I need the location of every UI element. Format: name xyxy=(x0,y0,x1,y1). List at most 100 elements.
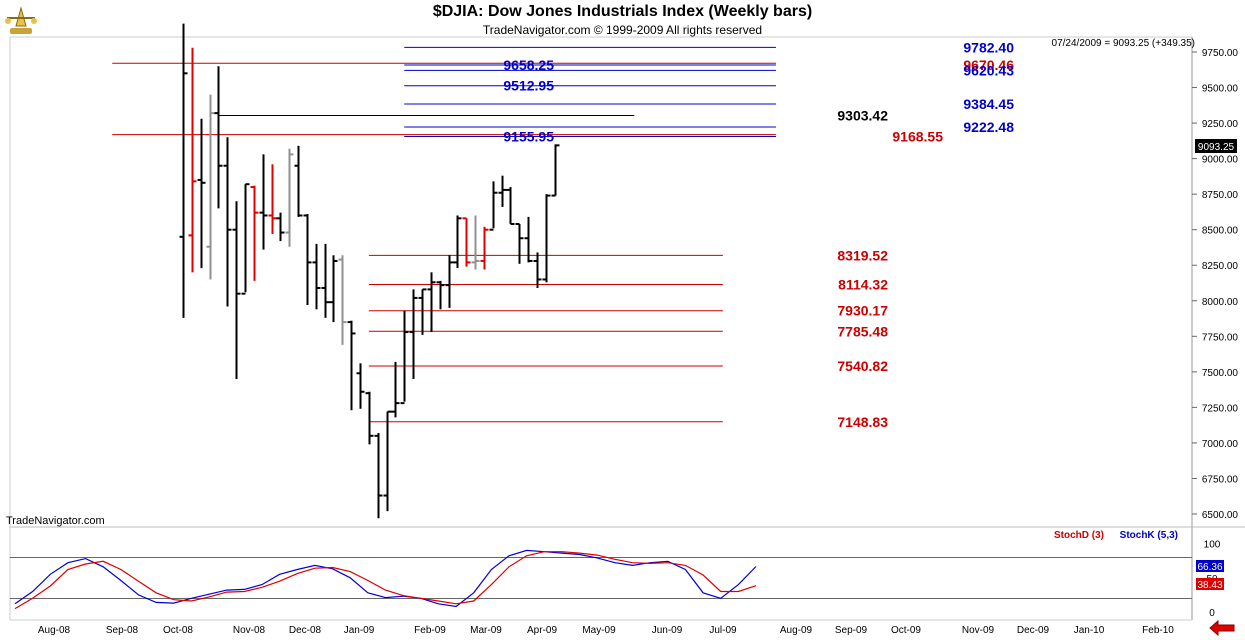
level-label: 8114.32 xyxy=(838,277,888,293)
price-tick-label: 7500.00 xyxy=(1202,368,1239,379)
date-tick-label: Dec-08 xyxy=(289,625,322,636)
date-tick-label: Jan-09 xyxy=(344,625,375,636)
watermark-label: TradeNavigator.com xyxy=(6,515,105,527)
level-label: 9658.25 xyxy=(503,57,554,73)
price-bar xyxy=(524,216,533,263)
date-tick-label: Nov-09 xyxy=(962,625,995,636)
level-label: 9620.43 xyxy=(963,62,1014,78)
level-label: 9222.48 xyxy=(963,119,1014,135)
price-bar xyxy=(515,223,524,264)
stoch-tick-label: 100 xyxy=(1204,540,1221,551)
price-tick-label: 8250.00 xyxy=(1202,261,1239,272)
price-bar xyxy=(400,310,409,405)
price-bar xyxy=(489,181,498,231)
level-label: 7785.48 xyxy=(837,323,888,339)
last-quote-label: 07/24/2009 = 9093.25 (+349.35) xyxy=(1052,38,1195,49)
date-tick-label: Apr-09 xyxy=(527,625,557,636)
price-tick-label: 7750.00 xyxy=(1202,332,1239,343)
date-tick-label: Nov-08 xyxy=(233,625,266,636)
stoch-line xyxy=(14,551,757,610)
date-tick-label: Jul-09 xyxy=(709,625,737,636)
level-label: 7930.17 xyxy=(837,303,888,319)
price-tick-label: 7000.00 xyxy=(1202,439,1239,450)
price-bar xyxy=(321,243,330,318)
level-label: 9670.46 xyxy=(963,57,1014,73)
price-tag-label: 9093.25 xyxy=(1198,142,1235,153)
price-bar xyxy=(383,410,392,512)
price-bar xyxy=(206,94,215,280)
date-tick-label: Sep-08 xyxy=(106,625,139,636)
chart-subtitle: TradeNavigator.com © 1999-2009 All right… xyxy=(482,23,763,37)
date-tick-label: Sep-09 xyxy=(835,625,868,636)
price-tick-label: 9500.00 xyxy=(1202,84,1239,95)
price-tick-label: 9000.00 xyxy=(1202,155,1239,166)
price-tick-label: 8500.00 xyxy=(1202,226,1239,237)
price-bar xyxy=(506,187,515,226)
price-bar xyxy=(551,144,560,197)
price-tick-label: 9250.00 xyxy=(1202,119,1239,130)
price-bar xyxy=(453,215,462,269)
price-bar xyxy=(223,137,232,307)
level-label: 9155.95 xyxy=(503,128,554,144)
price-bar xyxy=(462,217,471,267)
price-bar xyxy=(214,66,223,209)
price-bar xyxy=(232,201,241,379)
price-tick-label: 9750.00 xyxy=(1202,48,1239,59)
date-tick-label: Dec-09 xyxy=(1017,625,1050,636)
price-bar xyxy=(436,280,445,310)
price-bar xyxy=(391,361,400,418)
price-tick-label: 8000.00 xyxy=(1202,297,1239,308)
price-tick-label: 6500.00 xyxy=(1202,510,1239,521)
price-bar xyxy=(303,214,312,306)
stoch-k-legend: StochK (5,3) xyxy=(1120,530,1178,541)
price-bar xyxy=(312,243,321,310)
date-axis: Aug-08 Sep-08 Oct-08 Nov-08 Dec-08 Jan-09 Feb-… xyxy=(38,625,1174,636)
stoch-d-value-box xyxy=(1196,578,1224,590)
chart-title: $DJIA: Dow Jones Industrials Index (Week… xyxy=(432,3,813,20)
price-bar xyxy=(276,212,285,242)
price-bar xyxy=(197,118,206,269)
date-tick-label: Oct-09 xyxy=(891,625,921,636)
price-bar xyxy=(268,164,277,234)
date-tick-label: Feb-09 xyxy=(414,625,446,636)
price-bar xyxy=(241,183,250,295)
price-bar xyxy=(329,255,338,323)
stoch-tick-label: 0 xyxy=(1209,608,1215,619)
trade-navigator-logo-icon xyxy=(4,6,38,36)
price-bar xyxy=(179,23,188,318)
level-label: 9303.42 xyxy=(837,107,888,123)
price-bar xyxy=(188,47,197,273)
price-bar xyxy=(374,432,383,519)
price-bar xyxy=(542,194,551,283)
level-label: 7148.83 xyxy=(837,414,888,430)
price-bar xyxy=(285,148,294,247)
price-tick-label: 7250.00 xyxy=(1202,403,1239,414)
price-bar xyxy=(471,215,480,270)
price-tick-label: 8750.00 xyxy=(1202,190,1239,201)
price-axis: 9750.00 9500.00 9250.00 9000.00 8750.00 8500.… xyxy=(1192,48,1238,521)
scroll-left-arrow-icon[interactable] xyxy=(1207,619,1237,637)
price-bar xyxy=(259,154,268,250)
price-bar xyxy=(356,363,365,409)
stoch-d-value: 38.43 xyxy=(1197,580,1222,591)
date-tick-label: Jun-09 xyxy=(652,625,683,636)
price-bar xyxy=(338,255,347,345)
date-tick-label: Mar-09 xyxy=(470,625,502,636)
price-bar xyxy=(480,226,489,270)
date-tick-label: Aug-09 xyxy=(780,625,813,636)
price-bar xyxy=(409,289,418,379)
level-label: 9168.55 xyxy=(892,128,943,144)
date-tick-label: Oct-08 xyxy=(163,625,193,636)
date-tick-label: May-09 xyxy=(582,625,616,636)
price-bars xyxy=(179,23,560,519)
date-tick-label: Feb-10 xyxy=(1142,625,1174,636)
stoch-d-legend: StochD (3) xyxy=(1054,530,1104,541)
level-label: 9384.45 xyxy=(963,96,1014,112)
price-tag-box xyxy=(1195,139,1237,153)
price-bar xyxy=(365,391,374,445)
date-tick-label: Aug-08 xyxy=(38,625,71,636)
stoch-line xyxy=(14,549,757,608)
